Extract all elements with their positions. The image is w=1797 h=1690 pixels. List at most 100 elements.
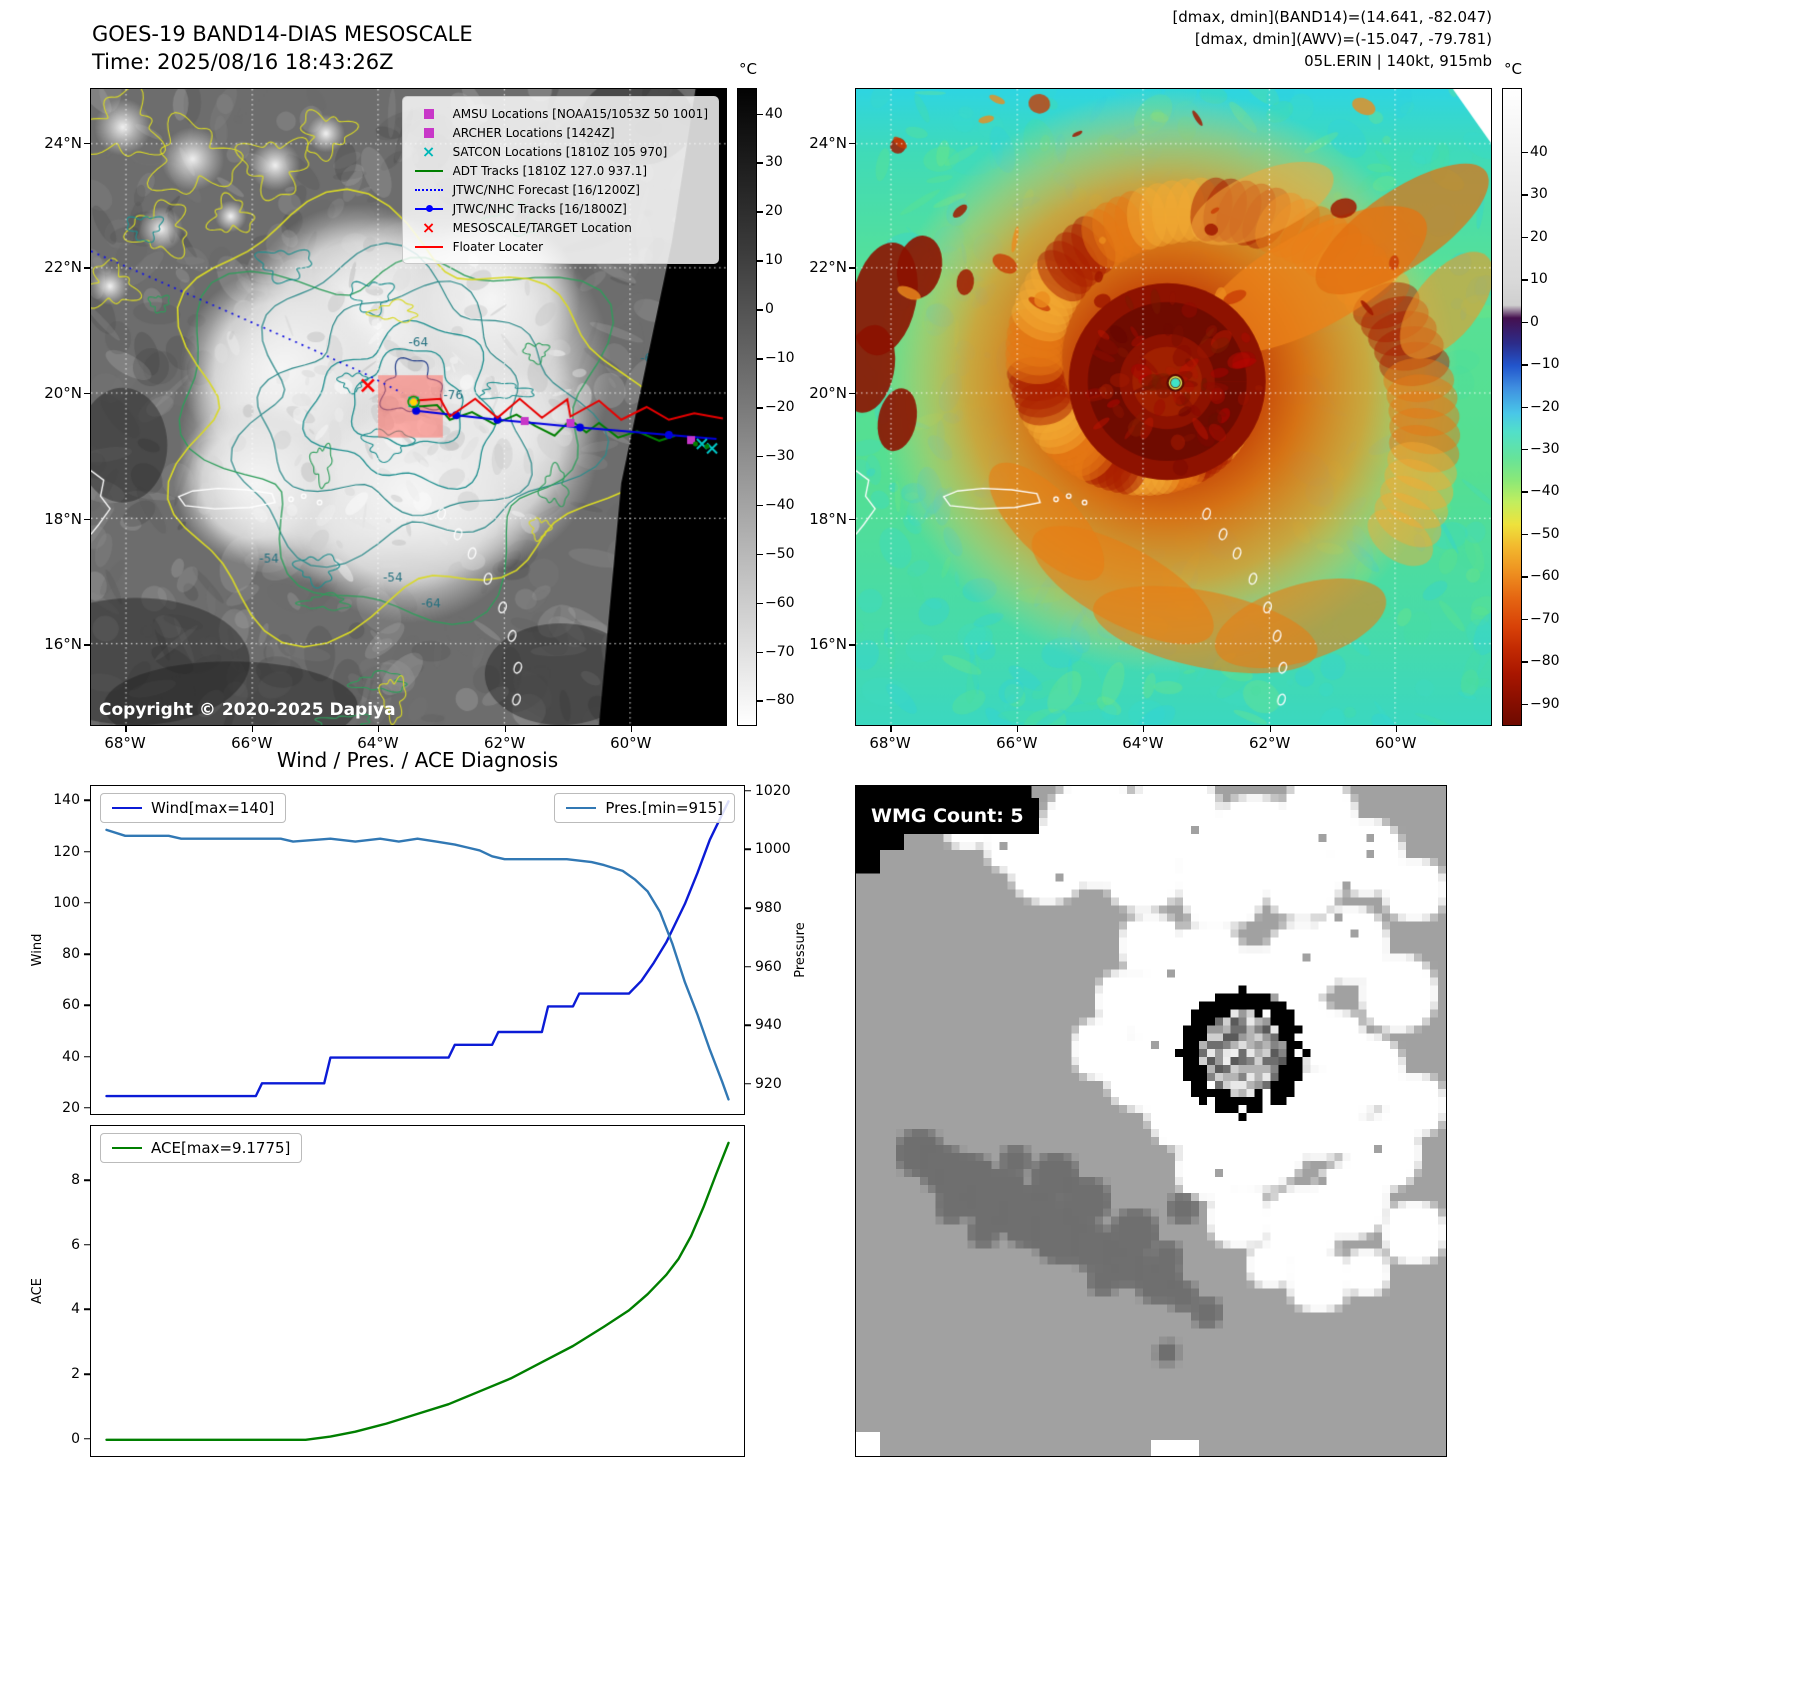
axis-tick-mark: [745, 1024, 751, 1026]
colorbar-tick-mark: [757, 504, 763, 507]
band14-title: GOES-19 BAND14-DIAS MESOSCALE: [92, 22, 473, 46]
legend-item-label: SATCON Locations [1810Z 105 970]: [452, 144, 668, 159]
axis-tick-label: 40: [62, 1048, 80, 1065]
legend-marker-square-icon: [413, 127, 445, 138]
colorbar-tick-mark: [757, 260, 763, 262]
axis-tick-label: 140: [53, 792, 80, 809]
wmg-count-label: WMG Count: 5: [856, 798, 1039, 834]
axis-tick-label: 1020: [755, 782, 791, 799]
axis-tick-label: 940: [755, 1017, 782, 1034]
axis-tick-label: 20: [62, 1099, 80, 1116]
band14-dmax-dmin: [dmax, dmin](BAND14)=(14.641, -82.047): [1172, 8, 1492, 26]
lat-tick-label: 18°N: [809, 509, 847, 528]
colorbar-tick-mark: [1522, 533, 1528, 536]
colorbar-tick-label: 40: [1530, 143, 1548, 160]
axis-tick-mark: [84, 644, 90, 646]
colorbar-tick-label: −70: [765, 643, 795, 660]
legend-item-label: ARCHER Locations [1424Z]: [452, 125, 615, 140]
axis-tick-mark: [84, 1004, 90, 1007]
colorbar-tick-label: 20: [1530, 228, 1548, 245]
axis-tick-mark: [125, 726, 127, 732]
colorbar-tick-mark: [757, 211, 763, 213]
lat-tick-label: 20°N: [809, 383, 847, 402]
axis-tick-mark: [849, 518, 855, 521]
colorbar-tick-label: −80: [765, 692, 795, 709]
band14-timestamp: Time: 2025/08/16 18:43:26Z: [92, 50, 394, 74]
colorbar-tick-mark: [757, 113, 763, 116]
lon-tick-label: 62°W: [1248, 734, 1291, 752]
pressure-legend: Pres.[min=915]: [554, 793, 735, 823]
awv-map-panel: [855, 88, 1492, 726]
axis-tick-mark: [745, 907, 751, 909]
lon-tick-label: 68°W: [104, 734, 146, 752]
axis-tick-label: 80: [62, 946, 80, 963]
axis-tick-mark: [1395, 726, 1398, 732]
axis-tick-mark: [377, 726, 380, 732]
colorbar-tick-label: 10: [765, 252, 783, 269]
colorbar-tick-mark: [1522, 576, 1528, 578]
axis-tick-mark: [84, 799, 90, 802]
lat-tick-label: 20°N: [44, 383, 82, 402]
colorbar-tick-mark: [1522, 448, 1528, 451]
axis-tick-label: 960: [755, 958, 782, 975]
legend-item: AMSU Locations [NOAA15/1053Z 50 1001]: [413, 104, 708, 123]
legend-marker-dotted-icon: [413, 188, 445, 191]
lat-tick-label: 22°N: [44, 258, 82, 277]
lon-tick-label: 66°W: [231, 734, 273, 752]
colorbar-tick-label: 0: [1530, 313, 1539, 330]
axis-tick-label: 2: [71, 1366, 80, 1383]
axis-tick-mark: [84, 518, 90, 521]
wind-legend: Wind[max=140]: [100, 793, 287, 823]
lon-tick-label: 60°W: [1375, 734, 1417, 752]
band14-title-block: GOES-19 BAND14-DIAS MESOSCALE Time: 2025…: [92, 20, 473, 76]
axis-tick-mark: [84, 1055, 90, 1058]
legend-label: ACE[max=9.1775]: [151, 1139, 291, 1157]
band14-colorbar: [737, 88, 757, 726]
colorbar-tick-mark: [1522, 236, 1528, 239]
axis-tick-mark: [84, 392, 90, 395]
lat-tick-label: 16°N: [809, 635, 847, 654]
lat-tick-label: 18°N: [44, 509, 82, 528]
wind-pressure-plot-area: [90, 785, 745, 1115]
colorbar-tick-label: 40: [765, 105, 783, 122]
colorbar-tick-label: 30: [1530, 186, 1548, 203]
colorbar-tick-label: 0: [765, 301, 774, 318]
awv-header-block: [dmax, dmin](BAND14)=(14.641, -82.047) […: [990, 6, 1492, 72]
lat-tick-label: 22°N: [809, 258, 847, 277]
axis-tick-mark: [1016, 726, 1019, 732]
legend-marker-line-dot-icon: [413, 204, 445, 212]
axis-tick-mark: [84, 953, 90, 955]
colorbar-tick-mark: [757, 602, 763, 605]
storm-id-intensity: 05L.ERIN | 140kt, 915mb: [1304, 52, 1492, 70]
colorbar-tick-label: −80: [1530, 653, 1560, 670]
colorbar-tick-label: −20: [1530, 398, 1560, 415]
copyright-watermark: Copyright © 2020-2025 Dapiya: [99, 700, 396, 720]
legend-item-label: ADT Tracks [1810Z 127.0 937.1]: [452, 163, 648, 178]
colorbar-tick-label: −60: [765, 594, 795, 611]
axis-tick-mark: [84, 1243, 90, 1246]
colorbar-tick-mark: [757, 553, 763, 556]
legend-line-sample: [566, 807, 597, 809]
wmg-pixel-image: [856, 786, 1446, 1456]
axis-tick-mark: [84, 1179, 90, 1181]
axis-tick-label: 8: [71, 1172, 80, 1188]
colorbar-tick-label: −90: [1530, 695, 1560, 712]
colorbar-tick-mark: [757, 309, 763, 311]
legend-item: JTWC/NHC Tracks [16/1800Z]: [413, 199, 708, 218]
legend-item-label: AMSU Locations [NOAA15/1053Z 50 1001]: [452, 106, 708, 121]
legend-line-sample: [112, 1147, 142, 1149]
colorbar-tick-label: 10: [1530, 271, 1548, 288]
axis-tick-mark: [745, 965, 751, 968]
map-legend: AMSU Locations [NOAA15/1053Z 50 1001] ARC…: [401, 96, 719, 264]
legend-marker-square-icon: [413, 108, 445, 119]
colorbar-tick-label: −30: [765, 447, 795, 464]
colorbar-tick-label: −50: [765, 545, 795, 562]
band14-colorbar-unit: °C: [739, 60, 757, 78]
awv-dmax-dmin: [dmax, dmin](AWV)=(-15.047, -79.781): [1194, 30, 1492, 48]
axis-tick-label: 1000: [755, 841, 791, 858]
axis-tick-label: 4: [71, 1301, 80, 1318]
colorbar-tick-label: −10: [765, 350, 795, 367]
colorbar-tick-mark: [1522, 491, 1528, 493]
lat-tick-label: 24°N: [809, 133, 847, 152]
